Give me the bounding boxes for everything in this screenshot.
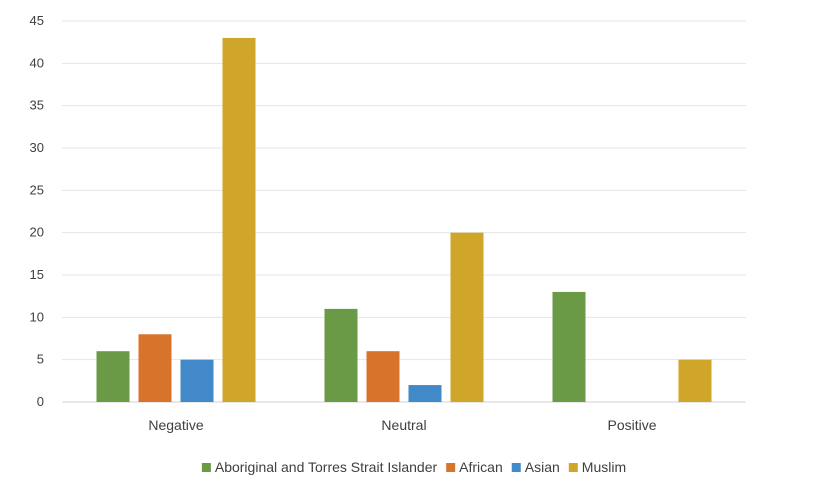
y-tick-label: 25 xyxy=(30,182,44,197)
y-tick-label: 30 xyxy=(30,140,44,155)
y-axis-tick-labels: 0 5 10 15 20 25 30 35 40 45 xyxy=(30,13,44,409)
y-tick-label: 40 xyxy=(30,55,44,70)
bar-aboriginal-and-torres-strait-islander-neutral xyxy=(324,308,358,402)
bars xyxy=(96,37,712,402)
legend: Aboriginal and Torres Strait Islander Afr… xyxy=(201,459,626,475)
x-tick-label: Neutral xyxy=(381,417,426,433)
y-tick-label: 10 xyxy=(30,309,44,324)
bar-asian-neutral xyxy=(408,385,442,402)
bar-asian-negative xyxy=(180,359,214,402)
y-tick-label: 0 xyxy=(37,394,44,409)
y-tick-label: 45 xyxy=(30,13,44,28)
bar-african-neutral xyxy=(366,351,400,402)
legend-swatch-muslim xyxy=(568,463,578,472)
legend-label-asian: Asian xyxy=(525,459,560,475)
y-tick-label: 20 xyxy=(30,225,44,240)
x-axis-tick-labels: Negative Neutral Positive xyxy=(148,417,656,433)
gridlines xyxy=(62,20,746,403)
y-tick-label: 35 xyxy=(30,98,44,113)
bar-muslim-positive xyxy=(678,359,712,402)
bar-muslim-neutral xyxy=(450,232,484,402)
x-tick-label: Negative xyxy=(148,417,203,433)
x-tick-label: Positive xyxy=(607,417,656,433)
legend-label-muslim: Muslim xyxy=(582,459,626,475)
bar-aboriginal-and-torres-strait-islander-positive xyxy=(552,291,586,402)
legend-swatch-african xyxy=(446,463,456,472)
legend-label-aboriginal-and-torres-strait-islander: Aboriginal and Torres Strait Islander xyxy=(215,459,438,475)
bar-muslim-negative xyxy=(222,37,256,402)
legend-label-african: African xyxy=(459,459,503,475)
bar-african-negative xyxy=(138,334,172,402)
y-tick-label: 15 xyxy=(30,267,44,282)
legend-swatch-aboriginal-and-torres-strait-islander xyxy=(201,463,211,472)
legend-swatch-asian xyxy=(511,463,521,472)
bar-aboriginal-and-torres-strait-islander-negative xyxy=(96,351,130,402)
y-tick-label: 5 xyxy=(37,352,44,367)
